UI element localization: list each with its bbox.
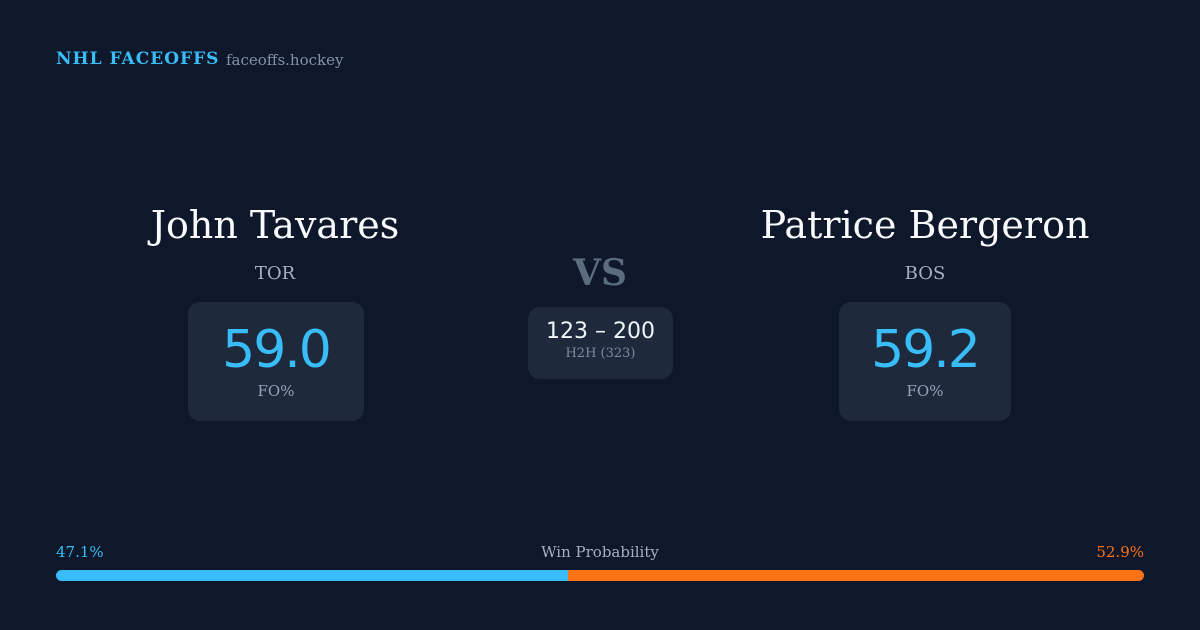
fo-label: FO% <box>906 382 944 400</box>
player-name: John Tavares <box>150 203 400 247</box>
win-prob-segment <box>56 570 569 581</box>
win-prob-bar <box>56 570 1144 581</box>
site: faceoffs.hockey <box>226 51 344 69</box>
h2h-score: 123 – 200 <box>546 319 655 344</box>
h2h-card: 123 – 200 H2H (323) <box>528 307 673 379</box>
h2h-label: H2H (323) <box>565 346 636 361</box>
fo-card: 59.0 FO% <box>188 302 364 421</box>
fo-pct: 59.2 <box>871 320 981 380</box>
win-prob-left: 47.1% <box>56 543 104 561</box>
win-prob-title: Win Probability <box>541 543 659 561</box>
brand: NHL FACEOFFS <box>56 49 220 69</box>
win-prob-segment <box>568 570 1144 581</box>
fo-label: FO% <box>257 382 295 400</box>
player-team: BOS <box>904 263 946 284</box>
win-prob-right: 52.9% <box>1096 543 1144 561</box>
player-name: Patrice Bergeron <box>760 203 1090 247</box>
fo-card: 59.2 FO% <box>839 302 1011 421</box>
versus: VS <box>573 252 627 294</box>
fo-pct: 59.0 <box>222 320 332 380</box>
player-team: TOR <box>254 263 296 284</box>
